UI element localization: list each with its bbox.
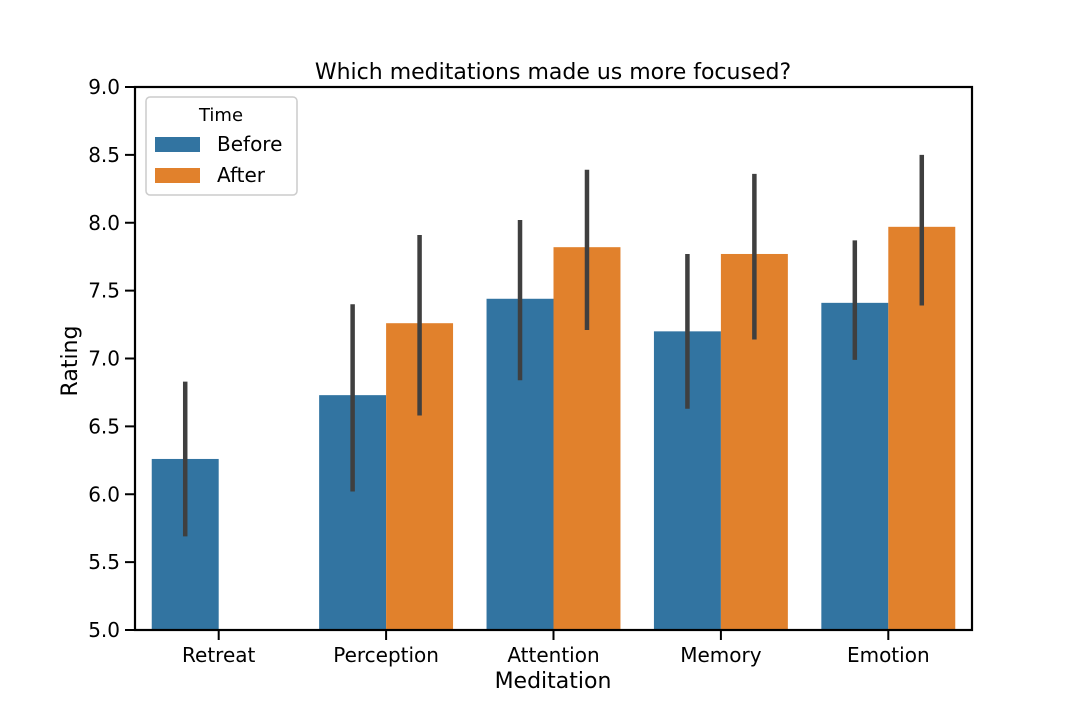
y-tick-label: 7.0 [88, 347, 120, 371]
x-tick-label: Perception [333, 643, 439, 667]
y-tick-label: 7.5 [88, 279, 120, 303]
legend-swatch-before [155, 137, 200, 152]
y-tick-label: 5.5 [88, 550, 120, 574]
x-tick-label: Emotion [847, 643, 930, 667]
x-tick-label: Attention [507, 643, 599, 667]
legend-title: Time [198, 105, 243, 126]
y-tick-label: 5.0 [88, 618, 120, 642]
y-axis-label: Rating [58, 326, 83, 397]
legend: Time Before After [145, 96, 298, 196]
legend-label-after: After [217, 163, 266, 187]
x-tick-label: Memory [680, 643, 762, 667]
chart-title: Which meditations made us more focused? [315, 60, 791, 85]
y-ticks-group: 5.0 5.5 6.0 6.5 7.0 7.5 8.0 8.5 9.0 [88, 75, 135, 642]
x-ticks-group: Retreat Perception Attention Memory Emotion [182, 630, 930, 667]
legend-label-before: Before [217, 132, 282, 156]
x-axis-label: Meditation [495, 669, 612, 694]
y-tick-label: 9.0 [88, 75, 120, 99]
y-tick-label: 8.5 [88, 143, 120, 167]
bars-group [151, 226, 956, 630]
error-bars-group [182, 154, 925, 537]
y-tick-label: 6.5 [88, 414, 120, 438]
y-tick-label: 8.0 [88, 211, 120, 235]
y-tick-label: 6.0 [88, 482, 120, 506]
x-tick-label: Retreat [182, 643, 255, 667]
legend-swatch-after [155, 168, 200, 183]
